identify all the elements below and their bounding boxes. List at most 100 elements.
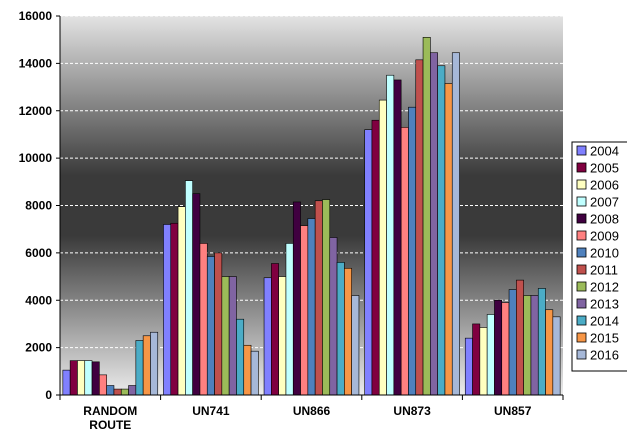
bar-2016-2	[351, 295, 360, 396]
bar-2013-2	[329, 237, 338, 396]
x-category-label: UN741	[192, 404, 230, 418]
legend-swatch-2006	[576, 179, 587, 190]
bar-2015-1	[243, 344, 252, 396]
bar-2013-0	[128, 385, 137, 396]
bar-2008-2	[292, 201, 301, 396]
bar-2011-3	[415, 59, 424, 396]
bar-2015-4	[545, 309, 554, 396]
bar-2011-4	[516, 279, 524, 396]
y-tick-label: 4000	[25, 293, 52, 307]
legend-swatch-2007	[576, 196, 587, 207]
bar-2007-3	[386, 74, 395, 396]
bar-2010-0	[106, 385, 115, 396]
legend-label-2012: 2012	[590, 280, 619, 295]
bar-2016-3	[451, 52, 460, 396]
legend-label-2006: 2006	[590, 178, 619, 193]
y-tick-label: 6000	[25, 246, 52, 260]
x-category-label: UN857	[494, 404, 532, 418]
bar-2016-1	[250, 350, 259, 396]
bar-2012-3	[422, 37, 431, 396]
bars	[62, 37, 561, 396]
legend-label-2016: 2016	[590, 348, 619, 363]
bar-2014-2	[336, 262, 345, 396]
bar-2008-4	[494, 299, 503, 396]
x-category-label: UN866	[293, 404, 331, 418]
legend-swatch-2010	[576, 247, 587, 258]
bar-2004-4	[464, 337, 473, 396]
legend-swatch-2009	[576, 230, 587, 241]
legend-swatch-2012	[576, 281, 587, 292]
legend-label-2009: 2009	[590, 229, 619, 244]
bar-2014-0	[135, 340, 144, 396]
bar-2007-4	[486, 314, 495, 396]
bar-2005-1	[170, 222, 179, 396]
bar-2004-1	[163, 224, 172, 396]
legend-label-2007: 2007	[590, 195, 619, 210]
legend-swatch-2005	[576, 162, 587, 173]
bar-2016-0	[150, 331, 159, 396]
bar-2015-3	[444, 83, 453, 396]
y-tick-label: 8000	[25, 199, 52, 213]
legend-label-2008: 2008	[590, 212, 619, 227]
bar-2009-4	[501, 302, 510, 396]
bar-2014-4	[537, 288, 546, 396]
legend-swatch-2004	[576, 145, 587, 156]
legend-swatch-2014	[576, 315, 587, 326]
x-category-label: RANDOM	[83, 404, 137, 418]
x-category-label: ROUTE	[89, 418, 131, 432]
legend-label-2015: 2015	[590, 331, 619, 346]
x-category-label: UN873	[393, 404, 431, 418]
bar-2010-4	[508, 289, 517, 396]
bar-2012-2	[322, 199, 331, 396]
legend-label-2005: 2005	[590, 161, 619, 176]
bar-2006-4	[479, 327, 488, 396]
legend-swatch-2015	[576, 332, 587, 343]
bar-2006-1	[177, 206, 186, 396]
bar-2008-3	[393, 79, 402, 396]
bar-2009-2	[300, 225, 309, 396]
bar-2013-3	[430, 52, 438, 396]
legend-label-2014: 2014	[590, 314, 619, 329]
bar-2011-1	[214, 252, 223, 396]
bar-2007-1	[185, 180, 193, 396]
legend-swatch-2016	[576, 349, 587, 360]
bar-2015-2	[344, 267, 352, 396]
bar-2007-0	[84, 360, 93, 396]
bar-2004-0	[62, 369, 71, 396]
legend-label-2010: 2010	[590, 246, 619, 261]
y-tick-label: 2000	[25, 341, 52, 355]
bar-2008-1	[192, 193, 201, 396]
y-tick-label: 0	[45, 388, 52, 402]
bar-2005-0	[69, 360, 78, 396]
legend-swatch-2013	[576, 298, 587, 309]
y-axis-tick-labels: 0 2000 4000 6000 8000 10000 12000 14000 16000	[19, 9, 60, 402]
bar-2014-1	[236, 318, 245, 396]
y-tick-label: 10000	[19, 151, 53, 165]
bar-2005-3	[371, 119, 380, 396]
bar-2010-2	[307, 218, 316, 396]
bar-2013-1	[228, 276, 237, 396]
bar-2007-2	[285, 243, 294, 396]
bar-2016-4	[552, 316, 561, 396]
y-tick-label: 16000	[19, 9, 53, 23]
legend-label-2011: 2011	[590, 263, 618, 278]
bar-2015-0	[142, 335, 151, 396]
bar-2004-3	[364, 129, 373, 396]
bar-2006-3	[378, 99, 387, 396]
legend-swatch-2011	[576, 264, 587, 275]
bar-2010-1	[206, 256, 215, 396]
bar-2012-4	[523, 295, 532, 396]
bar-2004-2	[263, 277, 272, 396]
bar-2011-2	[314, 200, 323, 396]
legend-swatch-2008	[576, 213, 587, 224]
bar-2009-0	[99, 374, 107, 396]
bar-2013-4	[530, 295, 539, 396]
legend-label-2004: 2004	[590, 144, 619, 159]
bar-2012-0	[120, 388, 129, 396]
bar-2010-3	[408, 106, 417, 396]
bar-2014-3	[437, 65, 446, 396]
y-tick-label: 14000	[19, 56, 53, 70]
bar-2009-1	[199, 243, 208, 396]
